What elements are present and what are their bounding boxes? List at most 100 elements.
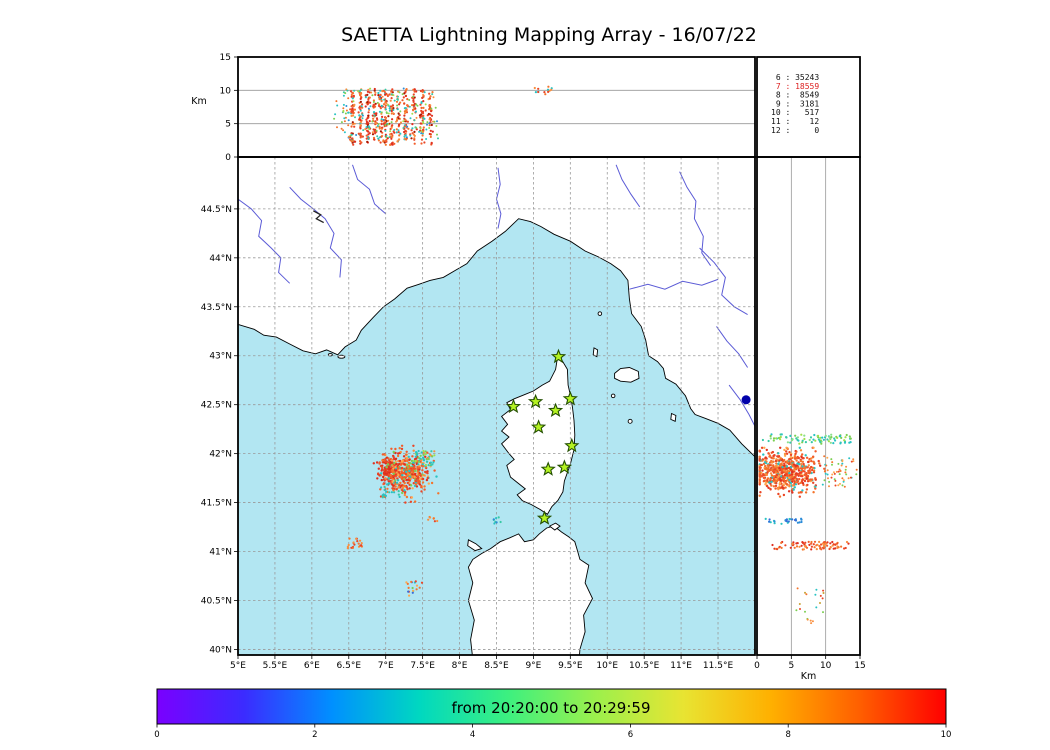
- source-point: [840, 545, 843, 548]
- source-point: [391, 480, 394, 483]
- source-point: [414, 472, 417, 476]
- storm-main: [379, 444, 440, 504]
- source-point: [380, 472, 383, 475]
- source-point: [399, 101, 402, 104]
- source-point: [805, 593, 808, 596]
- source-point: [800, 491, 803, 494]
- source-point: [391, 134, 394, 137]
- source-point: [359, 544, 362, 547]
- source-point: [800, 518, 803, 521]
- source-point: [847, 477, 850, 480]
- source-point: [380, 466, 384, 469]
- source-point: [428, 92, 431, 95]
- source-point: [425, 138, 428, 140]
- lon-tick-label: 9.5°E: [558, 661, 583, 671]
- source-point: [424, 453, 427, 456]
- source-point: [407, 127, 410, 130]
- source-point: [822, 544, 825, 547]
- source-point: [767, 439, 770, 443]
- source-point: [810, 441, 813, 444]
- source-point: [793, 480, 796, 483]
- source-point: [412, 461, 415, 464]
- source-point: [768, 464, 771, 467]
- source-point: [391, 124, 394, 127]
- source-point: [359, 94, 362, 97]
- source-point: [373, 89, 376, 92]
- source-point: [809, 478, 813, 481]
- source-point: [772, 475, 776, 478]
- source-point: [404, 459, 407, 463]
- source-point: [359, 100, 362, 103]
- source-point: [402, 486, 405, 490]
- source-point: [381, 496, 384, 499]
- source-point: [379, 107, 382, 110]
- source-point: [361, 117, 364, 120]
- source-point: [430, 450, 433, 453]
- source-point: [832, 442, 835, 445]
- source-point: [533, 86, 536, 90]
- source-point: [394, 485, 397, 488]
- source-point: [783, 448, 786, 452]
- source-point: [788, 472, 791, 475]
- source-point: [406, 582, 409, 586]
- source-count-row: 7 : 18559: [771, 82, 819, 91]
- source-point: [781, 468, 784, 471]
- source-point: [820, 548, 823, 551]
- source-point: [789, 546, 792, 549]
- source-point: [417, 463, 420, 466]
- source-point: [794, 434, 797, 437]
- source-point: [779, 457, 783, 460]
- source-point: [418, 130, 421, 133]
- source-point: [769, 434, 772, 438]
- source-point: [414, 455, 417, 458]
- source-point: [423, 141, 426, 144]
- source-point: [394, 468, 398, 472]
- source-point: [827, 440, 831, 443]
- source-point: [828, 547, 831, 551]
- source-point: [781, 465, 784, 469]
- source-point: [401, 459, 404, 462]
- source-point: [430, 110, 433, 113]
- source-point: [350, 111, 353, 114]
- source-point: [408, 458, 411, 461]
- source-point: [812, 491, 815, 494]
- source-point: [773, 520, 776, 523]
- source-point: [336, 126, 338, 129]
- source-point: [830, 458, 833, 461]
- source-point: [418, 480, 421, 484]
- source-point: [415, 116, 418, 119]
- source-point: [807, 469, 810, 473]
- source-point: [411, 591, 414, 594]
- source-point: [834, 547, 837, 550]
- source-point: [766, 477, 770, 480]
- river: [615, 164, 641, 208]
- source-point: [342, 129, 345, 132]
- source-point: [361, 103, 364, 106]
- source-point: [419, 116, 422, 119]
- source-point: [375, 461, 379, 464]
- source-point: [799, 449, 803, 452]
- source-point: [758, 483, 761, 486]
- source-point: [776, 455, 779, 458]
- source-point: [372, 136, 376, 139]
- source-point: [429, 113, 432, 116]
- source-point: [411, 455, 414, 458]
- source-point: [789, 441, 792, 444]
- source-point: [384, 124, 387, 127]
- source-point: [784, 544, 787, 547]
- source-point: [821, 483, 824, 486]
- source-point: [783, 471, 787, 474]
- source-point: [805, 466, 808, 469]
- source-point: [340, 121, 343, 124]
- source-point: [838, 468, 841, 471]
- source-point: [812, 481, 815, 484]
- alt-tick-label: 0: [225, 153, 231, 163]
- source-point: [785, 450, 788, 453]
- source-point: [833, 472, 836, 475]
- source-point: [390, 142, 394, 145]
- source-count-row: 9 : 3181: [771, 99, 819, 108]
- figure-title: SAETTA Lightning Mapping Array - 16/07/2…: [341, 24, 757, 46]
- source-point: [766, 464, 770, 467]
- source-point: [368, 91, 371, 94]
- source-point: [839, 482, 841, 485]
